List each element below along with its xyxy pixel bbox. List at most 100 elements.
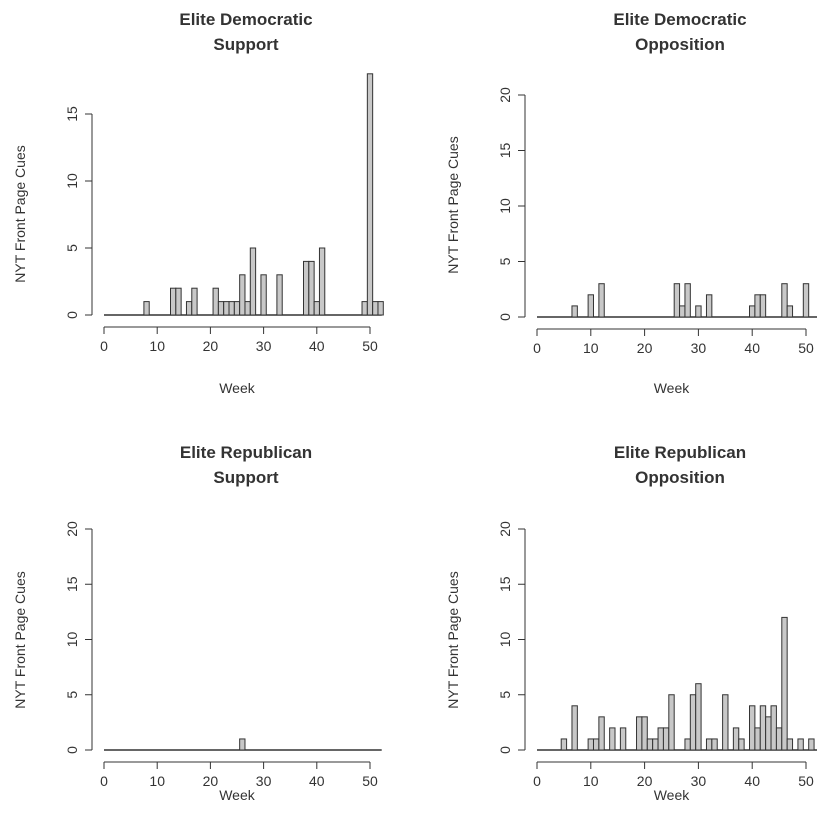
- x-tick-label: 10: [149, 338, 165, 354]
- x-tick-label: 40: [744, 340, 760, 356]
- bar: [657, 727, 664, 751]
- bar: [738, 738, 745, 751]
- bar: [636, 716, 643, 751]
- bar: [260, 274, 267, 316]
- bar: [175, 287, 182, 316]
- bar: [749, 305, 756, 318]
- x-tick-label: 0: [100, 338, 108, 354]
- chart-title-line-2: Opposition: [635, 35, 725, 54]
- x-tick-label: 50: [798, 340, 814, 356]
- y-tick-label: 20: [497, 521, 513, 537]
- y-tick-label: 5: [497, 691, 513, 699]
- bar: [560, 738, 568, 751]
- y-tick-label: 5: [64, 691, 80, 699]
- bar: [170, 287, 177, 316]
- bar: [781, 283, 788, 318]
- bar: [786, 305, 794, 318]
- bar: [239, 738, 246, 751]
- chart-title-line-2: Support: [213, 468, 278, 487]
- bar: [689, 694, 697, 751]
- chart-title: Elite Democratic Support: [179, 10, 312, 54]
- chart-title-line-2: Support: [213, 35, 278, 54]
- bar: [705, 738, 713, 751]
- bar: [781, 616, 788, 751]
- chart-title-line-2: Opposition: [635, 468, 725, 487]
- y-tick-label: 20: [497, 87, 513, 103]
- bar: [668, 694, 675, 751]
- bar: [759, 705, 767, 751]
- bar: [308, 260, 315, 316]
- bar: [662, 727, 670, 751]
- x-tick-label: 10: [583, 773, 599, 789]
- y-tick-label: 5: [497, 257, 513, 265]
- bar: [732, 727, 740, 751]
- x-tick-label: 40: [309, 773, 325, 789]
- bar: [684, 738, 691, 751]
- bar: [619, 727, 627, 751]
- x-axis-label: Week: [654, 787, 691, 803]
- x-tick-label: 0: [533, 773, 541, 789]
- bar: [775, 727, 783, 751]
- chart-panel-4: Elite Republican Opposition 0 5 10 15 20 0 10 20 3…: [445, 443, 817, 803]
- x-tick-label: 20: [203, 773, 219, 789]
- y-tick-label: 15: [497, 576, 513, 592]
- x-tick-label: 50: [798, 773, 814, 789]
- bar: [754, 727, 761, 751]
- y-tick-label: 0: [497, 746, 513, 754]
- bar: [571, 705, 578, 751]
- bar: [233, 301, 241, 316]
- bar: [598, 716, 605, 751]
- bar: [786, 738, 794, 751]
- bar: [705, 294, 713, 318]
- y-tick-label: 15: [64, 576, 80, 592]
- x-tick-label: 20: [637, 773, 653, 789]
- bar: [143, 301, 150, 316]
- y-tick-label: 0: [497, 313, 513, 321]
- bar: [249, 247, 257, 316]
- y-axis-label: NYT Front Page Cues: [12, 145, 28, 282]
- chart-panel-3: Elite Republican Support 0 5 10 15 20 0 10 20 30 40…: [12, 443, 382, 803]
- bar: [372, 301, 379, 316]
- x-axis-label: Week: [219, 787, 256, 803]
- bar: [808, 738, 815, 751]
- bar: [711, 738, 718, 751]
- x-tick-label: 0: [533, 340, 541, 356]
- bar: [695, 683, 702, 751]
- x-axis-label: Week: [654, 380, 691, 396]
- bar: [244, 301, 251, 316]
- bar: [679, 305, 686, 318]
- bar: [377, 301, 384, 316]
- bar: [228, 301, 235, 316]
- x-tick-label: 10: [583, 340, 599, 356]
- chart-title-line-1: Elite Democratic: [613, 10, 746, 29]
- bar: [722, 694, 729, 751]
- y-tick-label: 10: [64, 173, 80, 189]
- bar: [185, 301, 193, 316]
- x-tick-label: 40: [744, 773, 760, 789]
- bar: [318, 247, 326, 316]
- y-tick-label: 10: [497, 198, 513, 214]
- x-tick-label: 30: [256, 338, 272, 354]
- x-tick-label: 50: [362, 773, 378, 789]
- bar: [609, 727, 616, 751]
- chart-title-line-1: Elite Democratic: [179, 10, 312, 29]
- y-tick-label: 0: [64, 746, 80, 754]
- x-tick-label: 30: [256, 773, 272, 789]
- bar: [191, 287, 198, 316]
- bar: [802, 283, 810, 318]
- bar: [765, 716, 772, 751]
- bar: [223, 301, 230, 316]
- x-axis-label: Week: [219, 380, 256, 396]
- bar: [646, 738, 654, 751]
- bar: [754, 294, 761, 318]
- bar: [212, 287, 219, 316]
- bar: [276, 274, 283, 316]
- chart-title-line-1: Elite Republican: [180, 443, 312, 462]
- bar: [587, 294, 594, 318]
- y-tick-label: 10: [64, 632, 80, 648]
- bar: [770, 705, 777, 751]
- y-tick-label: 15: [64, 106, 80, 122]
- x-tick-label: 40: [309, 338, 325, 354]
- bar: [313, 301, 320, 316]
